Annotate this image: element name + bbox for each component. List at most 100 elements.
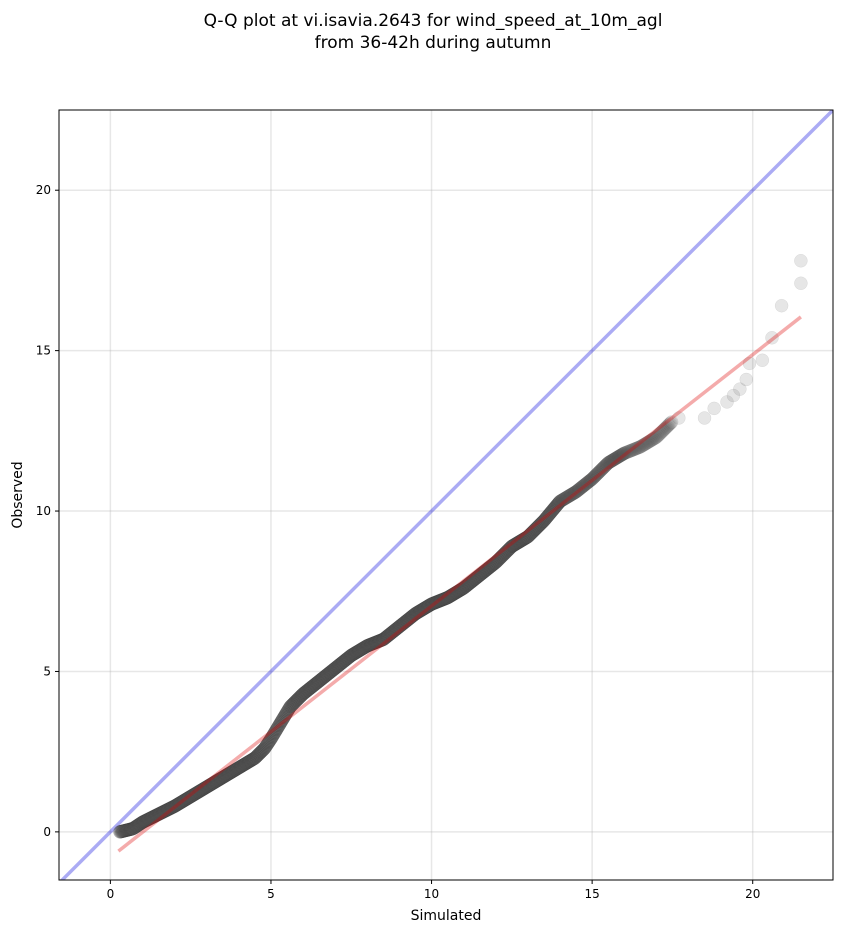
scatter-point <box>170 798 184 812</box>
scatter-point <box>663 416 677 431</box>
scatter-point <box>284 699 298 713</box>
scatter-point <box>217 769 232 784</box>
scatter-point <box>561 489 575 504</box>
scatter-point <box>739 372 754 387</box>
scatter-point <box>305 679 320 693</box>
scatter-point <box>163 801 178 815</box>
scatter-point <box>511 535 526 550</box>
x-tick-label: 15 <box>584 887 599 901</box>
scatter-point <box>389 622 403 636</box>
scatter-point <box>200 779 215 794</box>
scatter-point <box>555 493 570 507</box>
scatter-point <box>145 810 159 825</box>
scatter-point <box>211 773 225 787</box>
scatter-point <box>401 612 416 627</box>
scatter-point <box>645 432 660 447</box>
scatter-point <box>449 585 464 600</box>
scatter-point <box>114 824 128 839</box>
scatter-point <box>117 824 131 838</box>
scatter-point <box>550 498 564 513</box>
scatter-point <box>660 420 674 434</box>
scatter-point <box>301 683 315 697</box>
scatter-point <box>629 441 644 456</box>
scatter-point <box>139 813 154 827</box>
scatter-point <box>222 766 236 781</box>
scatter-point <box>431 594 445 609</box>
scatter-point <box>441 590 456 604</box>
scatter-point <box>538 511 553 526</box>
scatter-point <box>257 741 272 756</box>
scatter-point <box>199 780 213 795</box>
scatter-point <box>410 605 424 620</box>
scatter-point <box>564 487 579 502</box>
scatter-point <box>350 644 365 659</box>
scatter-point <box>194 783 208 798</box>
scatter-points <box>113 254 808 839</box>
scatter-point <box>129 819 143 834</box>
scatter-point <box>541 509 555 523</box>
scatter-point <box>273 716 288 730</box>
scatter-point <box>523 527 538 542</box>
scatter-point <box>532 518 546 533</box>
scatter-point <box>138 814 152 828</box>
scatter-point <box>596 460 611 475</box>
scatter-point <box>520 530 534 544</box>
scatter-point <box>224 765 239 779</box>
scatter-point <box>187 787 201 802</box>
scatter-point <box>295 687 310 702</box>
scatter-point <box>162 802 176 816</box>
scatter-point <box>381 628 395 643</box>
scatter-point <box>594 463 608 477</box>
scatter-point <box>422 598 436 613</box>
scatter-point <box>269 722 284 737</box>
scatter-point <box>566 486 580 501</box>
scatter-point <box>137 814 151 829</box>
scatter-point <box>460 578 475 592</box>
scatter-point <box>303 681 318 695</box>
scatter-point <box>521 529 535 544</box>
scatter-point <box>490 554 505 568</box>
scatter-point <box>402 612 416 626</box>
scatter-point <box>549 499 563 513</box>
scatter-point <box>633 440 648 454</box>
scatter-point <box>155 805 170 819</box>
scatter-point <box>544 505 558 519</box>
scatter-point <box>547 501 562 515</box>
scatter-point <box>457 580 472 595</box>
scatter-point <box>156 805 171 819</box>
scatter-point <box>605 453 619 468</box>
scatter-point <box>375 632 390 647</box>
scatter-point <box>201 779 216 793</box>
scatter-point <box>247 751 261 766</box>
scatter-point <box>367 636 382 650</box>
scatter-point <box>188 786 203 801</box>
scatter-point <box>637 437 652 452</box>
scatter-point <box>522 528 537 542</box>
scatter-point <box>185 788 200 803</box>
scatter-point <box>563 488 578 502</box>
scatter-point <box>370 635 384 649</box>
scatter-point <box>213 772 228 786</box>
scatter-point <box>348 646 363 660</box>
scatter-point <box>240 755 255 770</box>
scatter-point <box>234 759 249 774</box>
scatter-point <box>648 430 663 445</box>
scatter-point <box>272 718 286 733</box>
scatter-point <box>450 585 464 599</box>
scatter-point <box>656 424 670 438</box>
scatter-point <box>622 444 636 459</box>
scatter-point <box>559 490 574 505</box>
scatter-point <box>503 541 517 555</box>
scatter-point <box>524 526 538 541</box>
scatter-point <box>566 486 581 500</box>
scatter-point <box>653 426 668 440</box>
scatter-point <box>726 388 741 403</box>
scatter-point <box>260 738 274 752</box>
scatter-point <box>546 503 560 517</box>
scatter-point <box>228 763 242 777</box>
scatter-point <box>542 508 556 522</box>
scatter-point <box>642 434 656 449</box>
scatter-point <box>349 645 363 660</box>
scatter-point <box>534 516 549 530</box>
scatter-point <box>452 583 467 598</box>
